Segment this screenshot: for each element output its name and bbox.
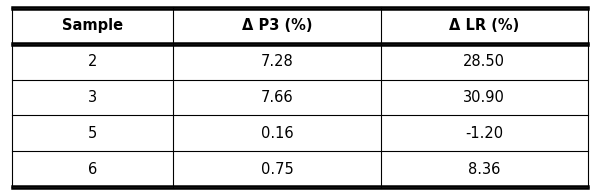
Text: 8.36: 8.36	[468, 162, 500, 177]
Text: 28.50: 28.50	[463, 54, 505, 69]
Text: 2: 2	[88, 54, 97, 69]
Text: 0.75: 0.75	[260, 162, 293, 177]
Text: 30.90: 30.90	[463, 90, 505, 105]
Text: 7.66: 7.66	[260, 90, 293, 105]
Text: 7.28: 7.28	[260, 54, 293, 69]
Text: Δ LR (%): Δ LR (%)	[449, 18, 520, 33]
Text: 6: 6	[88, 162, 97, 177]
Text: 0.16: 0.16	[260, 126, 293, 141]
Text: -1.20: -1.20	[465, 126, 503, 141]
Text: 5: 5	[88, 126, 97, 141]
Text: Sample: Sample	[62, 18, 123, 33]
Text: Δ P3 (%): Δ P3 (%)	[242, 18, 312, 33]
Text: 3: 3	[88, 90, 97, 105]
